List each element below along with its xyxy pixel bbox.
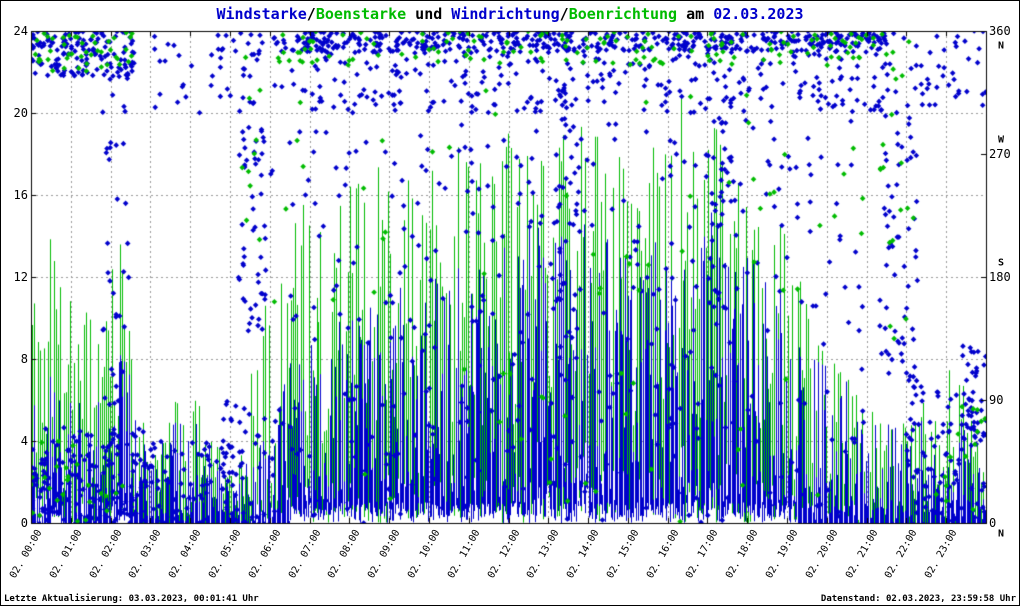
data-timestamp-text: Datenstand: 02.03.2023, 23:59:58 Uhr (820, 594, 1016, 604)
compass-direction-label: N (998, 528, 1005, 540)
right-axis-tick-label: 360 (989, 24, 1011, 38)
left-axis-tick-label: 24 (13, 24, 28, 38)
right-axis-tick-label: 180 (989, 270, 1011, 284)
left-axis-tick-label: 8 (20, 352, 28, 366)
left-axis-tick-label: 20 (13, 106, 28, 120)
right-axis-tick-label: 270 (989, 147, 1011, 161)
left-axis-tick-label: 16 (13, 188, 28, 202)
left-axis-tick-label: 0 (20, 516, 28, 530)
left-axis-tick-label: 12 (13, 270, 28, 284)
left-axis-tick-label: 4 (20, 434, 28, 448)
compass-direction-label: S (998, 257, 1005, 269)
compass-direction-label: W (998, 134, 1005, 146)
right-axis-tick-label: 0 (989, 516, 997, 530)
right-axis-tick-label: 90 (989, 393, 1004, 407)
compass-direction-label: N (998, 40, 1005, 52)
last-update-text: Letzte Aktualisierung: 03.03.2023, 00:01… (4, 594, 259, 604)
